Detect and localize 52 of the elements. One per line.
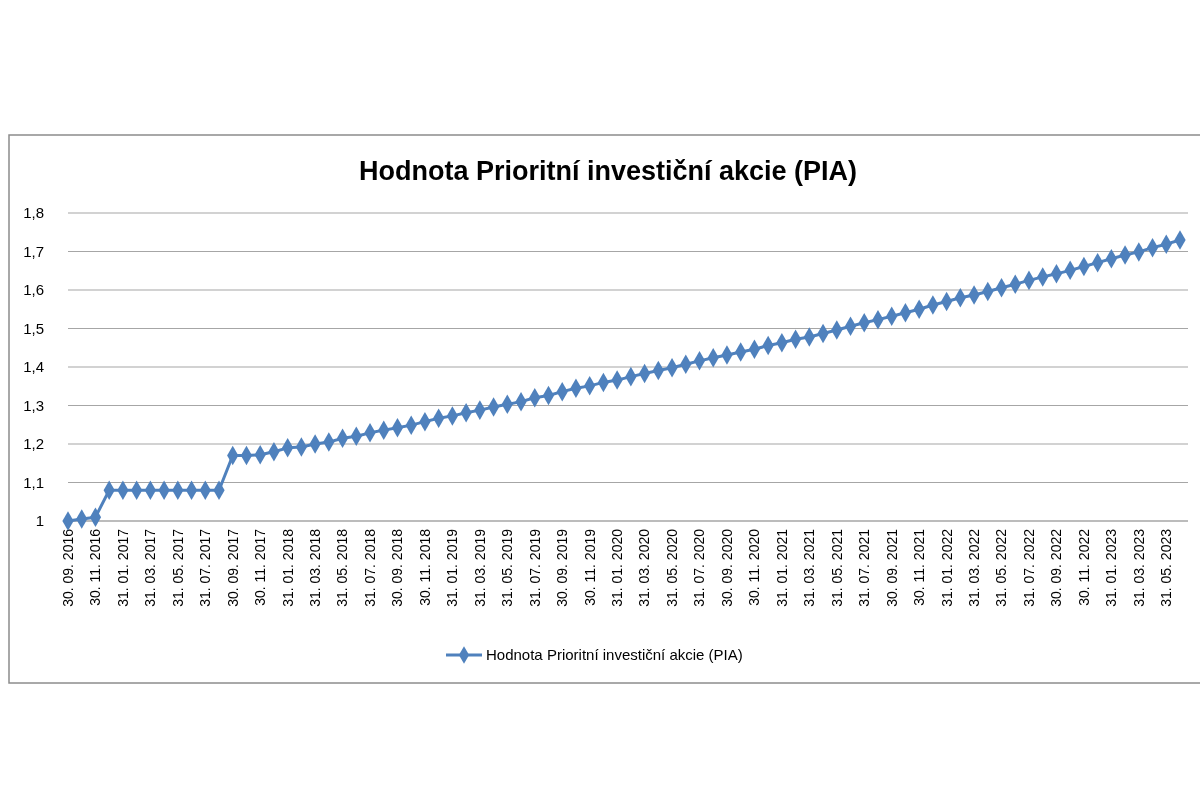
x-tick-label: 31. 03. 2023	[1130, 528, 1147, 607]
x-tick-label: 31. 01. 2023	[1103, 528, 1120, 607]
x-tick-label: 30. 11. 2016	[87, 528, 104, 606]
y-tick-label: 1,3	[23, 396, 44, 414]
x-tick-label: 31. 03. 2021	[801, 528, 818, 607]
x-tick-label: 31. 01. 2017	[114, 528, 131, 607]
x-tick-label: 30. 09. 2018	[389, 528, 406, 607]
x-tick-label: 31. 07. 2022	[1020, 528, 1037, 607]
x-tick-label: 30. 09. 2022	[1048, 528, 1065, 607]
x-tick-label: 31. 05. 2023	[1158, 528, 1175, 607]
x-tick-label: 31. 07. 2020	[691, 528, 708, 607]
legend-label: Hodnota Prioritní investiční akcie (PIA)	[486, 646, 743, 664]
x-tick-label: 30. 11. 2021	[911, 528, 928, 606]
x-tick-label: 31. 03. 2022	[965, 528, 982, 607]
x-tick-label: 30. 11. 2017	[252, 528, 269, 606]
x-tick-label: 31. 05. 2020	[663, 528, 680, 607]
x-tick-label: 31. 01. 2022	[938, 528, 955, 607]
y-tick-label: 1	[35, 512, 44, 530]
y-tick-label: 1,6	[23, 281, 44, 299]
x-tick-label: 31. 07. 2021	[856, 528, 873, 607]
x-tick-label: 31. 01. 2019	[444, 528, 461, 607]
x-tick-label: 31. 05. 2021	[828, 528, 845, 607]
x-tick-label: 30. 11. 2018	[416, 528, 433, 606]
y-tick-label: 1,2	[23, 435, 44, 453]
x-tick-label: 31. 03. 2019	[471, 528, 488, 607]
x-tick-label: 30. 09. 2017	[224, 528, 241, 607]
y-tick-label: 1,8	[23, 204, 44, 222]
x-tick-label: 30. 11. 2020	[746, 528, 763, 606]
x-tick-label: 31. 03. 2018	[307, 528, 324, 607]
x-tick-label: 31. 01. 2021	[773, 528, 790, 607]
x-tick-label: 31. 07. 2018	[361, 528, 378, 607]
y-tick-label: 1,4	[23, 358, 44, 376]
x-tick-label: 31. 05. 2017	[169, 528, 186, 607]
y-tick-label: 1,1	[23, 473, 44, 491]
x-tick-label: 31. 05. 2022	[993, 528, 1010, 607]
y-tick-label: 1,5	[23, 319, 44, 337]
x-tick-label: 31. 05. 2018	[334, 528, 351, 607]
x-tick-label: 31. 07. 2019	[526, 528, 543, 607]
x-tick-label: 30. 09. 2016	[59, 528, 76, 607]
x-tick-label: 30. 11. 2022	[1075, 528, 1092, 606]
x-tick-label: 30. 09. 2019	[554, 528, 571, 607]
x-tick-label: 31. 01. 2020	[609, 528, 626, 607]
x-tick-label: 31. 01. 2018	[279, 528, 296, 607]
x-tick-label: 30. 11. 2019	[581, 528, 598, 606]
x-tick-label: 31. 03. 2017	[142, 528, 159, 607]
x-tick-label: 30. 09. 2020	[718, 528, 735, 607]
chart-title: Hodnota Prioritní investiční akcie (PIA)	[358, 156, 858, 186]
x-tick-label: 30. 09. 2021	[883, 528, 900, 607]
x-tick-label: 31. 03. 2020	[636, 528, 653, 607]
x-tick-label: 31. 05. 2019	[499, 528, 516, 607]
x-tick-label: 31. 07. 2017	[197, 528, 214, 607]
y-tick-label: 1,7	[23, 242, 44, 260]
